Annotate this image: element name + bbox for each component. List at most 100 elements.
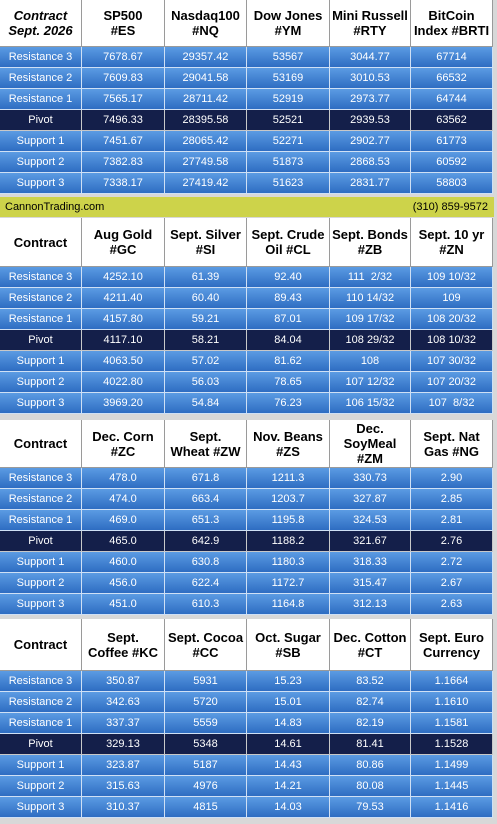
- header-line: Wheat #ZW: [170, 443, 241, 459]
- level-value: 51623: [247, 173, 330, 194]
- level-value: 81.41: [330, 734, 411, 755]
- row-label: Resistance 1: [0, 713, 82, 734]
- level-value: 5187: [165, 755, 247, 776]
- level-value: 27419.42: [165, 173, 247, 194]
- column-header: BitCoin Index #BRTI: [411, 0, 493, 47]
- level-value: 474.0: [82, 489, 165, 510]
- level-value: 630.8: [165, 552, 247, 573]
- row-label: Support 3: [0, 173, 82, 194]
- level-value: 14.43: [247, 755, 330, 776]
- column-header: Dec. SoyMeal #ZM: [330, 420, 411, 468]
- header-line: #ZS: [276, 443, 300, 459]
- header-line: #ZC: [110, 443, 136, 459]
- level-value: 7451.67: [82, 131, 165, 152]
- header-line: BitCoin: [428, 8, 475, 23]
- row-label: Resistance 3: [0, 468, 82, 489]
- row-label: Support 3: [0, 393, 82, 414]
- column-header: Sept. 10 yr #ZN: [411, 218, 493, 267]
- level-value: 1211.3: [247, 468, 330, 489]
- level-value: 337.37: [82, 713, 165, 734]
- level-value: 107 20/32: [411, 372, 493, 393]
- column-header: Sept. Euro Currency: [411, 619, 493, 671]
- level-value: 28065.42: [165, 131, 247, 152]
- level-value: 82.19: [330, 713, 411, 734]
- header-line: #CC: [192, 644, 219, 660]
- header-line: Dec.: [356, 421, 384, 436]
- column-header: Dow Jones #YM: [247, 0, 330, 47]
- header-line: Sept.: [189, 428, 222, 444]
- column-header: Sept. Crude Oil #CL: [247, 218, 330, 267]
- level-value: 80.86: [330, 755, 411, 776]
- level-value: 3010.53: [330, 68, 411, 89]
- row-label: Resistance 3: [0, 671, 82, 692]
- level-value: 56.03: [165, 372, 247, 393]
- level-value: 7678.67: [82, 47, 165, 68]
- level-value: 92.40: [247, 267, 330, 288]
- header-line: Aug Gold: [93, 227, 153, 242]
- row-label: Resistance 1: [0, 510, 82, 531]
- level-value: 57.02: [165, 351, 247, 372]
- level-value: 1.1499: [411, 755, 493, 776]
- level-value: 79.53: [330, 797, 411, 818]
- level-value: 60.40: [165, 288, 247, 309]
- column-header: Sept. Cocoa #CC: [165, 619, 247, 671]
- level-value: 4022.80: [82, 372, 165, 393]
- header-line: Contract: [13, 436, 68, 451]
- level-value: 54.84: [165, 393, 247, 414]
- level-value: 106 15/32: [330, 393, 411, 414]
- level-value: 108: [330, 351, 411, 372]
- level-value: 67714: [411, 47, 493, 68]
- level-value: 1.1528: [411, 734, 493, 755]
- level-value: 51873: [247, 152, 330, 173]
- level-value: 5931: [165, 671, 247, 692]
- level-value: 4117.10: [82, 330, 165, 351]
- level-value: 330.73: [330, 468, 411, 489]
- column-header: Mini Russell #RTY: [330, 0, 411, 47]
- level-value: 80.08: [330, 776, 411, 797]
- level-value: 2902.77: [330, 131, 411, 152]
- level-value: 52521: [247, 110, 330, 131]
- level-value: 315.63: [82, 776, 165, 797]
- level-value: 321.67: [330, 531, 411, 552]
- level-value: 663.4: [165, 489, 247, 510]
- header-line: #ES: [110, 23, 136, 38]
- header-line: Dow Jones: [253, 8, 323, 23]
- row-label: Resistance 2: [0, 68, 82, 89]
- row-label: Resistance 1: [0, 89, 82, 110]
- header-line: Sept. 2026: [8, 23, 73, 38]
- price-table: Contract Aug Gold #GC Sept. Silver #SI Sept. …: [0, 218, 494, 414]
- header-line: Coffee #KC: [87, 644, 159, 660]
- level-value: 478.0: [82, 468, 165, 489]
- column-header: Contract: [0, 619, 82, 671]
- level-value: 2939.53: [330, 110, 411, 131]
- level-value: 52919: [247, 89, 330, 110]
- level-value: 465.0: [82, 531, 165, 552]
- level-value: 89.43: [247, 288, 330, 309]
- row-label: Support 3: [0, 594, 82, 615]
- header-line: Sept. Crude: [251, 227, 325, 242]
- level-value: 2.72: [411, 552, 493, 573]
- row-label: Pivot: [0, 330, 82, 351]
- level-value: 1.1664: [411, 671, 493, 692]
- header-line: #NQ: [192, 23, 219, 38]
- level-value: 1.1610: [411, 692, 493, 713]
- level-value: 66532: [411, 68, 493, 89]
- level-value: 342.63: [82, 692, 165, 713]
- level-value: 1.1445: [411, 776, 493, 797]
- level-value: 111 2/32: [330, 267, 411, 288]
- level-value: 2.81: [411, 510, 493, 531]
- level-value: 78.65: [247, 372, 330, 393]
- header-line: Gas #NG: [424, 443, 479, 459]
- level-value: 76.23: [247, 393, 330, 414]
- column-header: Sept. Silver #SI: [165, 218, 247, 267]
- header-line: #ZN: [439, 242, 464, 257]
- header-line: Dec. Cotton: [333, 629, 407, 645]
- header-line: Oil #CL: [265, 242, 311, 257]
- level-value: 2.76: [411, 531, 493, 552]
- level-value: 14.21: [247, 776, 330, 797]
- row-label: Support 1: [0, 755, 82, 776]
- level-value: 109 17/32: [330, 309, 411, 330]
- header-line: Sept. Bonds: [332, 227, 408, 242]
- level-value: 7496.33: [82, 110, 165, 131]
- row-label: Support 1: [0, 131, 82, 152]
